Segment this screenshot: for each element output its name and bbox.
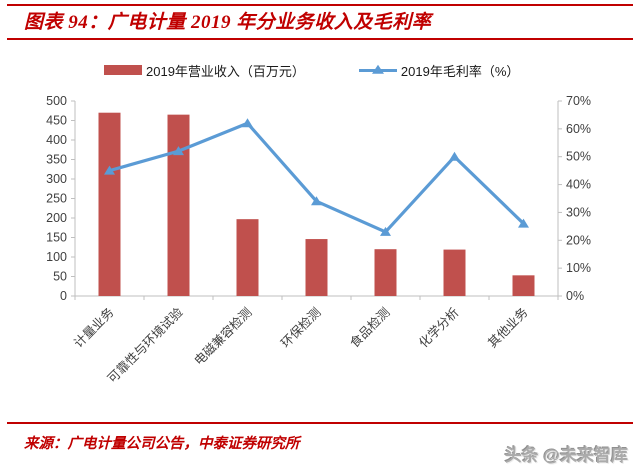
revenue-bar xyxy=(236,219,259,296)
right-axis-tick-label: 10% xyxy=(566,261,591,275)
line-marker-triangle xyxy=(380,226,391,236)
combo-chart-area: 0 50 100 150 200 250 300 350 400 450 500 0% 10% 20% 30… xyxy=(0,88,640,418)
left-axis-tick-label: 450 xyxy=(46,114,67,128)
revenue-bar xyxy=(98,112,121,296)
right-axis-tick-label: 70% xyxy=(566,94,591,108)
revenue-bar xyxy=(305,239,328,296)
right-axis-tick-label: 20% xyxy=(566,233,591,247)
revenue-bar xyxy=(443,249,466,296)
category-label: 其他业务 xyxy=(485,305,531,351)
bar-series-swatch-icon xyxy=(104,65,142,75)
revenue-bar xyxy=(374,249,397,296)
up-triangle-icon xyxy=(371,64,384,74)
left-axis-tick-label: 150 xyxy=(46,231,67,245)
left-axis-tick-label: 200 xyxy=(46,211,67,225)
left-axis-tick-label: 300 xyxy=(46,172,67,186)
line-marker-triangle xyxy=(518,218,529,228)
category-label: 化学分析 xyxy=(416,305,462,351)
figure-title: 图表 94：广电计量 2019 年分业务收入及毛利率 xyxy=(24,12,432,33)
category-label: 环保检测 xyxy=(278,305,324,351)
line-marker-triangle xyxy=(173,146,184,156)
chart-legend: 2019年营业收入（百万元） 2019年毛利率（%） xyxy=(104,61,519,79)
left-axis-tick-label: 500 xyxy=(46,94,67,108)
legend-label-margin: 2019年毛利率（%） xyxy=(400,63,520,79)
line-series-marker-icon xyxy=(358,64,397,74)
line-marker-triangle xyxy=(311,196,322,206)
category-label: 计量业务 xyxy=(71,305,117,351)
title-bottom-rule xyxy=(7,38,633,40)
right-axis-tick-label: 40% xyxy=(566,178,591,192)
revenue-bar xyxy=(512,275,535,296)
line-marker-triangle xyxy=(449,151,460,161)
category-label: 可靠性与环境试验 xyxy=(104,304,186,386)
footer-rule xyxy=(7,422,633,424)
right-axis-tick-label: 30% xyxy=(566,205,591,219)
combo-chart: 0 50 100 150 200 250 300 350 400 450 500 0% 10% 20% 30… xyxy=(46,94,591,386)
category-label: 电磁兼容检测 xyxy=(191,305,255,369)
right-axis-tick-label: 60% xyxy=(566,122,591,136)
left-axis-tick-label: 350 xyxy=(46,153,67,167)
right-axis-tick-label: 0% xyxy=(566,289,584,303)
left-axis-tick-label: 100 xyxy=(46,250,67,264)
left-axis-tick-label: 0 xyxy=(60,289,67,303)
left-axis-tick-label: 400 xyxy=(46,133,67,147)
right-axis-tick-label: 50% xyxy=(566,150,591,164)
line-marker-triangle xyxy=(104,165,115,175)
title-top-rule xyxy=(7,4,633,6)
legend-item-margin: 2019年毛利率（%） xyxy=(358,61,520,80)
revenue-bar xyxy=(167,114,190,297)
left-axis-tick-label: 50 xyxy=(53,270,67,284)
legend-label-revenue: 2019年营业收入（百万元） xyxy=(146,63,305,79)
line-marker-triangle xyxy=(242,118,253,128)
source-note: 来源：广电计量公司公告，中泰证券研究所 xyxy=(24,436,300,452)
left-axis-tick-label: 250 xyxy=(46,192,67,206)
category-label: 食品检测 xyxy=(347,305,393,351)
watermark-toutiao: 头条 @未来智库 xyxy=(504,446,628,465)
legend-item-revenue: 2019年营业收入（百万元） xyxy=(104,61,305,80)
